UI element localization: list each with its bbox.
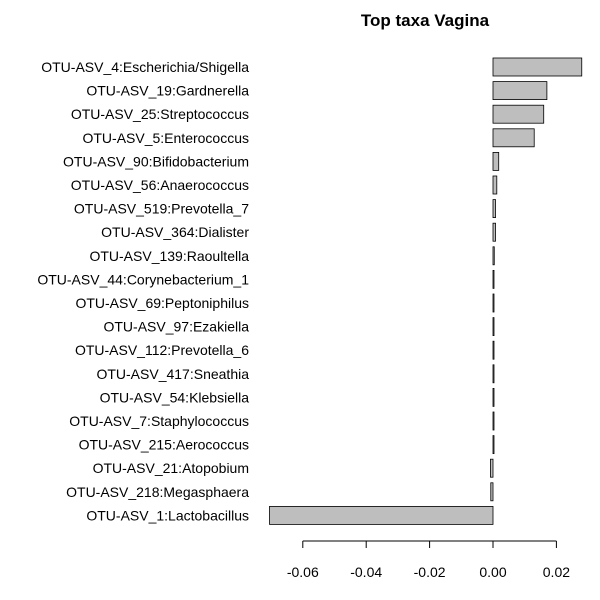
- x-tick-label: 0.02: [543, 564, 570, 580]
- category-label: OTU-ASV_19:Gardnerella: [86, 83, 249, 99]
- category-label: OTU-ASV_1:Lactobacillus: [86, 507, 249, 523]
- x-tick-label: -0.04: [350, 564, 382, 580]
- category-label: OTU-ASV_54:Klebsiella: [100, 389, 250, 405]
- bar: [492, 340, 495, 360]
- category-label: OTU-ASV_44:Corynebacterium_1: [37, 271, 249, 287]
- x-tick-label: 0.00: [479, 564, 506, 580]
- bar: [492, 128, 535, 148]
- bar: [492, 411, 495, 431]
- bar: [492, 317, 495, 337]
- bar: [492, 199, 496, 219]
- category-label: OTU-ASV_519:Prevotella_7: [74, 201, 249, 217]
- category-label: OTU-ASV_218:Megasphaera: [66, 484, 249, 500]
- bar: [492, 269, 495, 289]
- bar: [269, 505, 494, 525]
- category-label: OTU-ASV_7:Staphylococcus: [69, 413, 249, 429]
- bar: [492, 81, 548, 100]
- category-label: OTU-ASV_4:Escherichia/Shigella: [41, 59, 249, 75]
- x-axis: -0.06 -0.04 -0.02 0.00 0.02: [287, 540, 570, 580]
- category-label: OTU-ASV_97:Ezakiella: [103, 319, 249, 335]
- bar: [492, 387, 495, 407]
- bars-group: [269, 57, 583, 525]
- category-label: OTU-ASV_56:Anaerococcus: [71, 177, 249, 193]
- category-label: OTU-ASV_21:Atopobium: [93, 460, 249, 476]
- category-label: OTU-ASV_90:Bifidobacterium: [63, 153, 249, 169]
- x-tick-label: -0.06: [287, 564, 319, 580]
- x-tick-label: -0.02: [414, 564, 446, 580]
- bar: [492, 364, 495, 384]
- category-labels: OTU-ASV_4:Escherichia/Shigella OTU-ASV_19…: [37, 59, 249, 523]
- category-label: OTU-ASV_112:Prevotella_6: [75, 342, 249, 358]
- bar: [492, 175, 498, 195]
- bar: [492, 57, 583, 77]
- category-label: OTU-ASV_69:Peptoniphilus: [75, 295, 249, 311]
- bar: [490, 482, 494, 502]
- bar: [492, 246, 495, 266]
- chart-title: Top taxa Vagina: [361, 11, 490, 30]
- category-label: OTU-ASV_364:Dialister: [101, 224, 249, 240]
- bar: [490, 458, 494, 478]
- bar: [492, 104, 545, 124]
- bar: [492, 151, 500, 171]
- category-label: OTU-ASV_5:Enterococcus: [82, 130, 249, 146]
- category-label: OTU-ASV_25:Streptococcus: [71, 106, 249, 122]
- bar: [492, 435, 495, 455]
- category-label: OTU-ASV_139:Raoultella: [89, 248, 249, 264]
- bar: [492, 222, 496, 242]
- category-label: OTU-ASV_417:Sneathia: [96, 366, 249, 382]
- bar: [492, 293, 495, 313]
- category-label: OTU-ASV_215:Aerococcus: [79, 437, 249, 453]
